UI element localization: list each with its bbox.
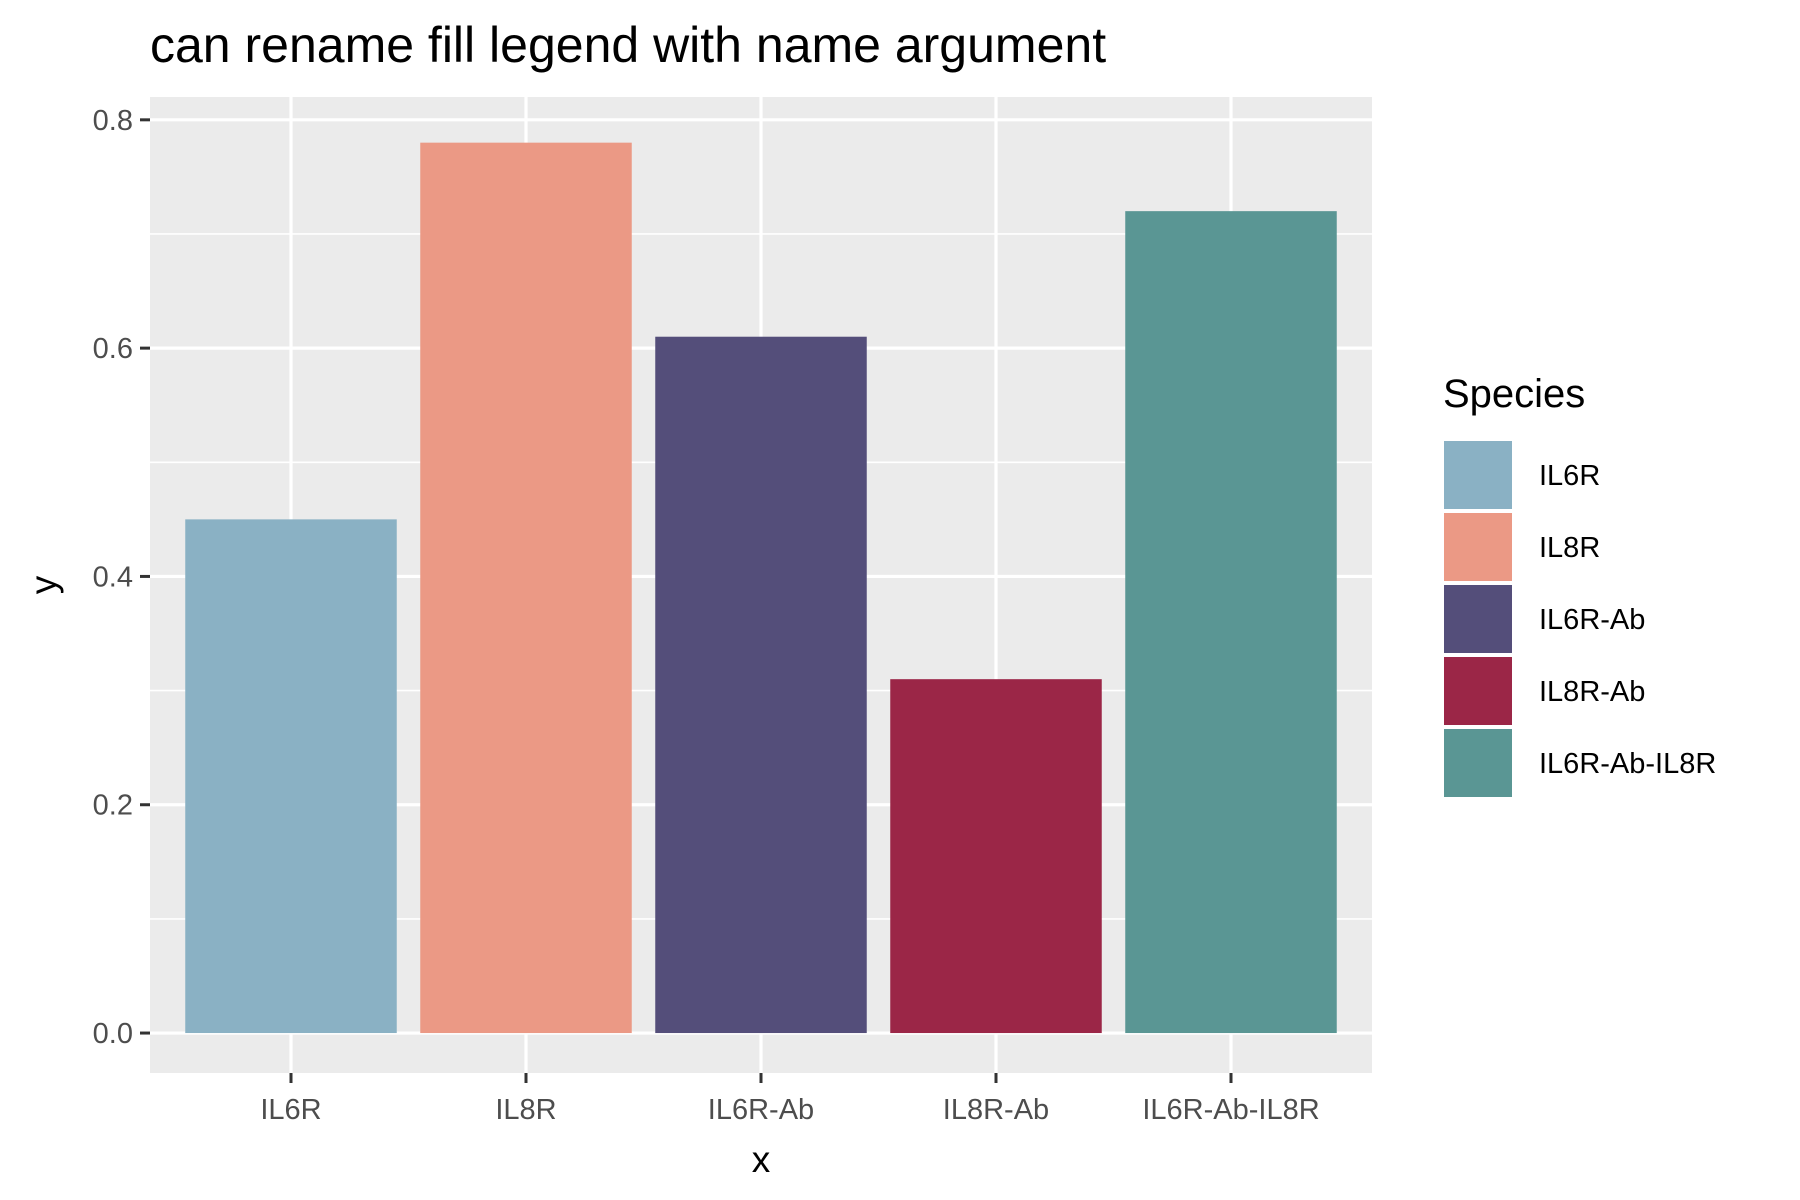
x-tick-label: IL6R-Ab-IL8R — [1142, 1094, 1319, 1126]
legend-title: Species — [1443, 372, 1585, 416]
legend-label: IL6R-Ab-IL8R — [1539, 748, 1716, 780]
legend-items: IL6R IL8R IL6R-Ab IL8R-Ab IL6R-Ab-IL8R — [1442, 439, 1716, 799]
x-tick-label: IL6R-Ab — [708, 1094, 814, 1126]
y-tick-label: 0.0 — [93, 1018, 133, 1050]
legend-label: IL8R — [1539, 532, 1600, 564]
x-tick-label: IL8R — [495, 1094, 556, 1126]
y-tick-label: 0.8 — [93, 105, 133, 137]
legend-label: IL8R-Ab — [1539, 676, 1645, 708]
legend-key — [1442, 511, 1514, 583]
bar-il8r — [420, 142, 632, 1034]
bars — [185, 142, 1337, 1034]
x-axis-title: x — [752, 1139, 771, 1180]
legend-key — [1442, 583, 1514, 655]
y-tick-label: 0.4 — [93, 561, 133, 593]
legend-label: IL6R — [1539, 460, 1600, 492]
y-tick-label: 0.6 — [93, 333, 133, 365]
y-axis-title: y — [23, 575, 64, 594]
legend-key — [1442, 439, 1514, 511]
bar-il6r — [185, 519, 397, 1034]
y-tick-label: 0.2 — [93, 790, 133, 822]
bar-il6r-ab-il8r — [1125, 211, 1337, 1034]
legend-key — [1442, 727, 1514, 799]
legend: Species IL6R IL8R IL6R-Ab IL8R-Ab IL6R-Ab-IL… — [1442, 372, 1716, 799]
x-axis: IL6R IL8R IL6R-Ab IL8R-Ab IL6R-Ab-IL8R — [260, 1073, 1320, 1126]
chart-title: can rename fill legend with name argumen… — [150, 17, 1106, 73]
bar-il8r-ab — [890, 679, 1102, 1034]
y-axis: 0.0 0.2 0.4 0.6 0.8 — [93, 105, 150, 1050]
legend-label: IL6R-Ab — [1539, 604, 1645, 636]
legend-key — [1442, 655, 1514, 727]
bar-il6r-ab — [655, 336, 867, 1034]
x-tick-label: IL6R — [260, 1094, 321, 1126]
x-tick-label: IL8R-Ab — [943, 1094, 1049, 1126]
